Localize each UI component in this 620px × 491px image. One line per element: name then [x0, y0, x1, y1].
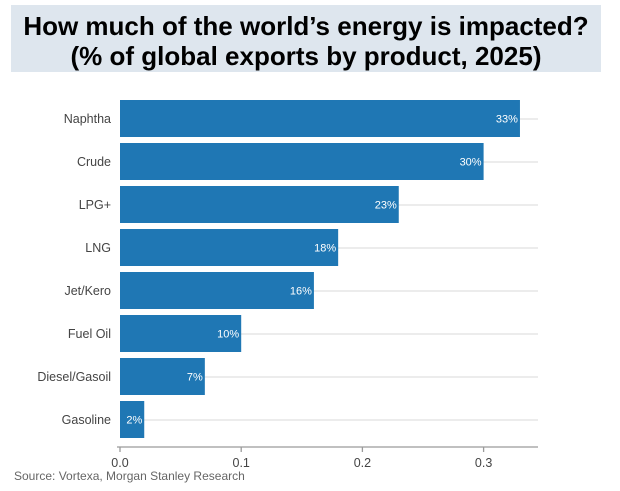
category-label: Fuel Oil — [68, 327, 111, 341]
bar — [120, 272, 314, 309]
chart-subtitle: (% of global exports by product, 2025) — [70, 41, 542, 71]
data-label: 2% — [126, 415, 142, 427]
bar — [120, 100, 520, 137]
bar — [120, 186, 399, 223]
data-label: 7% — [187, 372, 203, 384]
bar — [120, 358, 205, 395]
data-label: 33% — [496, 114, 518, 126]
x-tick-label: 0.0 — [111, 456, 128, 470]
data-label: 10% — [217, 329, 239, 341]
category-label: LNG — [85, 241, 111, 255]
data-label: 18% — [314, 243, 336, 255]
bar — [120, 143, 484, 180]
source-note: Source: Vortexa, Morgan Stanley Research — [14, 469, 245, 483]
data-label: 23% — [375, 200, 397, 212]
category-label: Crude — [77, 155, 111, 169]
data-label: 16% — [290, 286, 312, 298]
bar — [120, 315, 242, 352]
bar — [120, 229, 339, 266]
x-tick-label: 0.3 — [475, 456, 492, 470]
category-label: Diesel/Gasoil — [37, 370, 111, 384]
x-tick-label: 0.2 — [354, 456, 371, 470]
category-label: Jet/Kero — [64, 284, 111, 298]
title-box: How much of the world’s energy is impact… — [11, 5, 601, 72]
chart-title: How much of the world’s energy is impact… — [23, 11, 589, 41]
x-tick-label: 0.1 — [233, 456, 250, 470]
category-label: Gasoline — [62, 413, 111, 427]
data-label: 30% — [460, 157, 482, 169]
bar — [120, 401, 145, 438]
category-label: LPG+ — [79, 198, 111, 212]
category-label: Naphtha — [64, 112, 111, 126]
